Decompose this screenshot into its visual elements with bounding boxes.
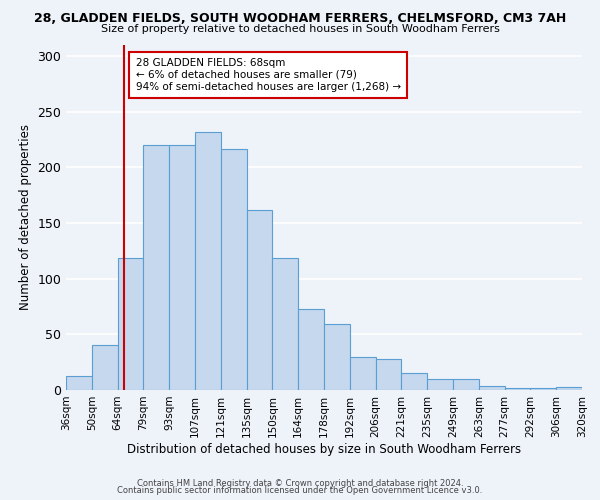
Bar [350, 356, 376, 390]
Bar [66, 376, 92, 390]
Bar [143, 145, 169, 390]
Text: 28, GLADDEN FIELDS, SOUTH WOODHAM FERRERS, CHELMSFORD, CM3 7AH: 28, GLADDEN FIELDS, SOUTH WOODHAM FERRER… [34, 12, 566, 26]
Bar [195, 132, 221, 390]
Bar [272, 258, 298, 390]
Bar [247, 210, 272, 390]
Bar [479, 386, 505, 390]
Bar [530, 388, 556, 390]
Bar [401, 374, 427, 390]
Bar [427, 379, 453, 390]
Bar [298, 309, 324, 390]
Bar [453, 379, 479, 390]
Bar [556, 386, 582, 390]
Bar [376, 359, 401, 390]
Text: Contains public sector information licensed under the Open Government Licence v3: Contains public sector information licen… [118, 486, 482, 495]
Text: 28 GLADDEN FIELDS: 68sqm
← 6% of detached houses are smaller (79)
94% of semi-de: 28 GLADDEN FIELDS: 68sqm ← 6% of detache… [136, 58, 401, 92]
Bar [324, 324, 350, 390]
X-axis label: Distribution of detached houses by size in South Woodham Ferrers: Distribution of detached houses by size … [127, 442, 521, 456]
Text: Contains HM Land Registry data © Crown copyright and database right 2024.: Contains HM Land Registry data © Crown c… [137, 478, 463, 488]
Bar [118, 258, 143, 390]
Bar [169, 145, 195, 390]
Bar [92, 346, 118, 390]
Bar [221, 148, 247, 390]
Y-axis label: Number of detached properties: Number of detached properties [19, 124, 32, 310]
Text: Size of property relative to detached houses in South Woodham Ferrers: Size of property relative to detached ho… [101, 24, 499, 34]
Bar [505, 388, 530, 390]
